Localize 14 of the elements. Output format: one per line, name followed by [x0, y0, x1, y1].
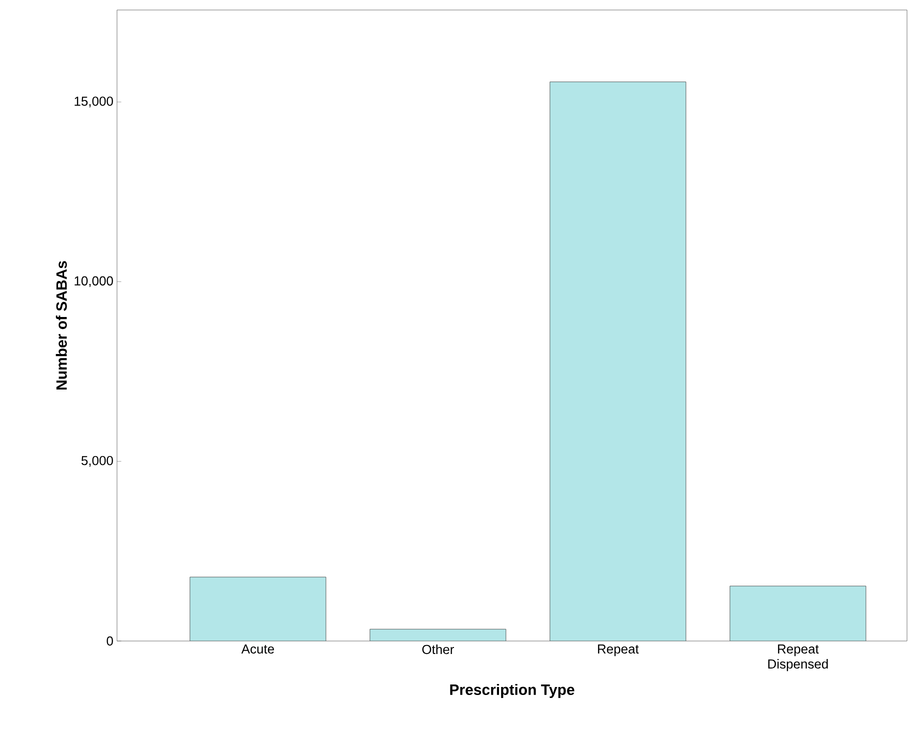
y-tick-label: 10,000 [74, 276, 113, 288]
x-tick-label: Repeat Dispensed [768, 644, 828, 672]
bar [370, 629, 506, 641]
x-tick-label: Repeat [598, 644, 639, 656]
x-tick-label: Other [422, 644, 454, 654]
x-tick-label: Acute [241, 644, 274, 654]
bar [730, 586, 866, 641]
bar [550, 82, 686, 641]
y-axis-title: Number of SABAs [56, 261, 67, 390]
x-axis-title: Prescription Type [450, 684, 574, 698]
y-tick-label: 15,000 [74, 96, 113, 108]
bar [190, 577, 326, 641]
y-tick-label: 5,000 [81, 456, 113, 467]
y-tick-label: 0 [106, 636, 113, 646]
